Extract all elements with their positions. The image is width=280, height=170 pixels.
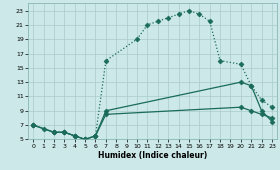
X-axis label: Humidex (Indice chaleur): Humidex (Indice chaleur) [98,151,207,160]
